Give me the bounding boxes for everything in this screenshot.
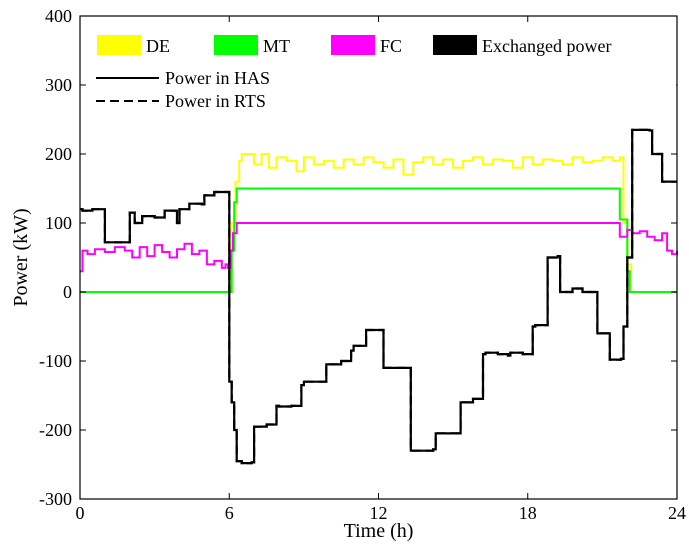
legend: DE MT FC Exchanged power Power in HAS Power i… — [96, 31, 676, 127]
legend-label: MT — [263, 36, 290, 56]
legend-label: Power in HAS — [165, 68, 270, 88]
y-tick-label: 0 — [63, 282, 72, 302]
series-layer — [80, 128, 678, 465]
legend-swatch-mt — [214, 35, 258, 55]
legend-label: Power in RTS — [165, 91, 266, 111]
y-tick-label: -200 — [39, 420, 72, 440]
legend-label: Exchanged power — [482, 36, 611, 56]
legend-label: DE — [146, 36, 170, 56]
series-power-in-has — [80, 128, 677, 465]
series-fc — [80, 222, 678, 273]
y-tick-label: 400 — [45, 6, 72, 26]
y-tick-label: -100 — [39, 351, 72, 371]
series-de — [80, 153, 677, 293]
legend-swatch-exchanged-power — [433, 35, 477, 55]
legend-swatch-fc — [331, 35, 375, 55]
legend-background — [96, 31, 676, 127]
y-tick-label: 100 — [45, 213, 72, 233]
x-tick-label: 24 — [668, 503, 686, 523]
legend-swatch-de — [97, 35, 141, 55]
x-tick-label: 6 — [225, 503, 234, 523]
y-tick-label: 200 — [45, 144, 72, 164]
y-tick-label: -300 — [39, 489, 72, 509]
series-power-in-rts — [80, 128, 677, 465]
legend-label: FC — [380, 36, 402, 56]
series-mt — [80, 187, 677, 293]
x-tick-label: 12 — [370, 503, 388, 523]
y-axis-label: Power (kW) — [10, 208, 32, 306]
tick-layer: 0 6 12 18 24 -300 -200 -100 0 100 200 300 400 — [39, 6, 686, 523]
x-axis-label: Time (h) — [344, 520, 414, 542]
x-tick-label: 18 — [519, 503, 537, 523]
x-tick-label: 0 — [76, 503, 85, 523]
y-tick-label: 300 — [45, 75, 72, 95]
